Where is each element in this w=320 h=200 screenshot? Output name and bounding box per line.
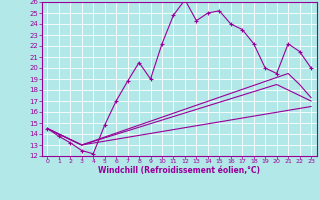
- X-axis label: Windchill (Refroidissement éolien,°C): Windchill (Refroidissement éolien,°C): [98, 166, 260, 175]
